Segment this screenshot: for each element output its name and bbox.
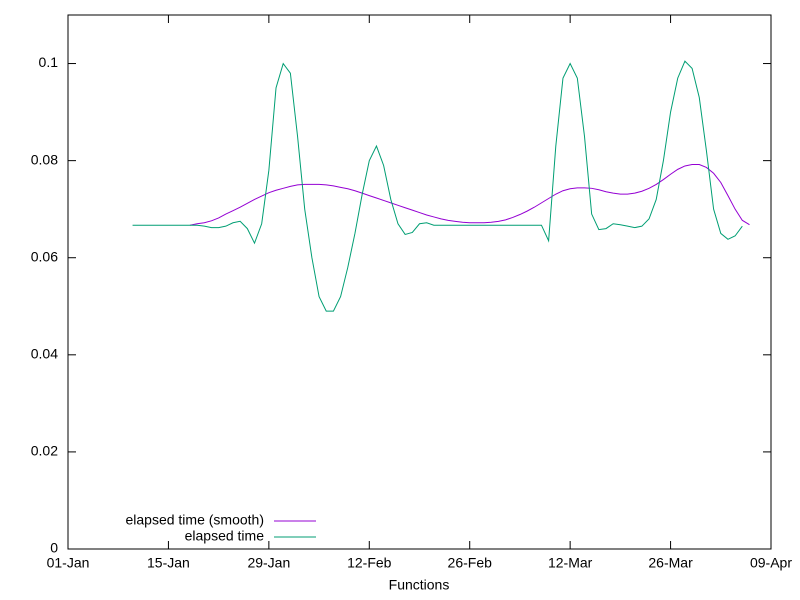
x-axis-label: Functions: [389, 577, 450, 593]
y-tick-label: 0.08: [31, 151, 58, 167]
plot-border: [67, 14, 772, 550]
y-tick-label: 0.1: [39, 54, 59, 70]
x-tick-label: 12-Mar: [548, 555, 593, 571]
x-tick-label: 29-Jan: [247, 555, 290, 571]
legend-label: elapsed time: [185, 528, 265, 544]
y-tick-label: 0.02: [31, 443, 58, 459]
series-line: [132, 60, 743, 312]
x-tick-label: 15-Jan: [147, 555, 190, 571]
x-tick-label: 12-Feb: [347, 555, 392, 571]
y-tick-label: 0: [50, 540, 58, 556]
legend-label: elapsed time (smooth): [125, 512, 264, 528]
x-tick-label: 26-Mar: [648, 555, 693, 571]
y-tick-label: 0.06: [31, 248, 58, 264]
x-tick-label: 09-Apr: [750, 555, 792, 571]
series-line: [189, 164, 750, 226]
y-tick-label: 0.04: [31, 346, 58, 362]
x-tick-label: 26-Feb: [448, 555, 493, 571]
x-tick-label: 01-Jan: [47, 555, 90, 571]
